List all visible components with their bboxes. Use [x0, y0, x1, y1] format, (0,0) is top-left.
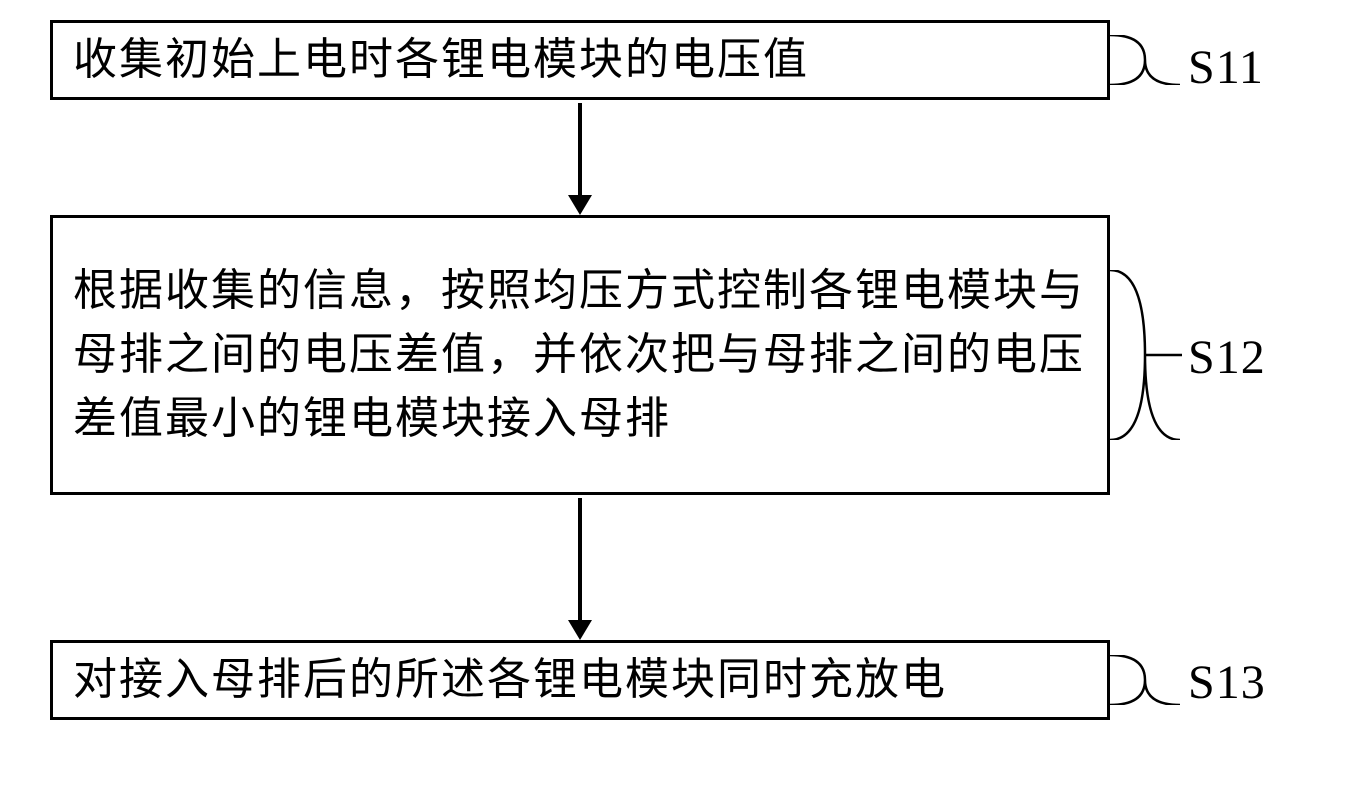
box-text: 收集初始上电时各锂电模块的电压值	[73, 28, 809, 92]
arrow-head	[568, 620, 592, 640]
box-text: 对接入母排后的所述各锂电模块同时充放电	[73, 648, 947, 712]
flowchart-box-s12: 根据收集的信息，按照均压方式控制各锂电模块与母排之间的电压差值，并依次把与母排之…	[50, 215, 1110, 495]
flowchart-box-s11: 收集初始上电时各锂电模块的电压值	[50, 20, 1110, 100]
arrow-line	[578, 103, 582, 195]
step-label-s11: S11	[1188, 40, 1264, 95]
box-text: 根据收集的信息，按照均压方式控制各锂电模块与母排之间的电压差值，并依次把与母排之…	[73, 259, 1087, 450]
connector-curve	[1110, 655, 1185, 705]
connector-curve	[1110, 35, 1185, 85]
arrow-head	[568, 195, 592, 215]
arrow-line	[578, 498, 582, 620]
flowchart-container: 收集初始上电时各锂电模块的电压值 S11 根据收集的信息，按照均压方式控制各锂电…	[0, 0, 1351, 787]
connector-curve	[1110, 270, 1185, 440]
step-label-s12: S12	[1188, 330, 1266, 385]
step-label-s13: S13	[1188, 655, 1266, 710]
flowchart-box-s13: 对接入母排后的所述各锂电模块同时充放电	[50, 640, 1110, 720]
